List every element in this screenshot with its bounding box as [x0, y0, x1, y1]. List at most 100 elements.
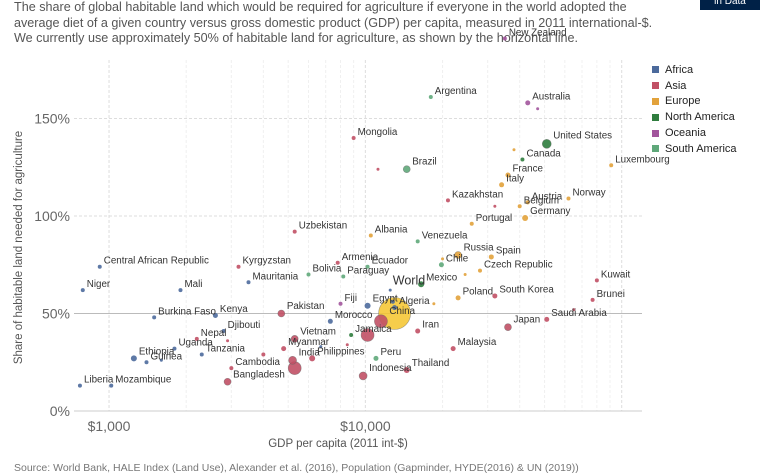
legend-label: South America	[665, 142, 737, 155]
legend-label: North America	[665, 111, 735, 124]
data-point	[226, 339, 230, 343]
data-point	[281, 346, 287, 352]
data-point	[505, 172, 511, 178]
data-point	[290, 335, 299, 343]
point-label: Iran	[422, 320, 439, 331]
data-point	[609, 163, 614, 168]
data-point	[358, 371, 368, 381]
point-label: Mongolia	[358, 127, 398, 138]
point-label: Myanmar	[288, 337, 330, 348]
chart-subtitle: The share of global habitable land which…	[14, 0, 704, 47]
point-label: Malaysia	[458, 337, 497, 348]
point-label: Canada	[526, 148, 561, 159]
point-label: Thailand	[412, 358, 450, 369]
legend-swatch	[652, 66, 659, 74]
data-point	[80, 288, 85, 293]
legend-label: Oceania	[665, 127, 706, 140]
legend-item[interactable]: Europe	[652, 94, 737, 110]
legend-item[interactable]: North America	[652, 109, 737, 125]
point-label: Albania	[375, 225, 408, 236]
point-label: Brazil	[412, 157, 437, 168]
point-label: Czech Republic	[484, 260, 553, 271]
legend-item[interactable]: Africa	[652, 62, 737, 78]
data-point	[392, 305, 398, 311]
data-point	[212, 312, 218, 318]
legend-item[interactable]: South America	[652, 141, 737, 157]
owid-logo[interactable]: in Data	[700, 0, 760, 10]
y-tick-label: 150%	[34, 111, 70, 127]
data-point	[493, 204, 497, 208]
point-label: France	[512, 164, 543, 175]
data-point	[130, 355, 137, 362]
point-label: India	[299, 347, 321, 358]
data-point	[525, 100, 531, 106]
chart-point-labels: New Zealand Argentina Australia Mongolia Uni…	[84, 28, 670, 386]
point-label: Luxembourg	[615, 154, 669, 165]
data-point	[504, 323, 512, 331]
data-point	[236, 264, 241, 269]
point-label: Germany	[530, 206, 570, 217]
point-label: Japan	[513, 315, 540, 326]
point-label: Italy	[506, 173, 524, 184]
subtitle-line-1: The share of global habitable land which…	[14, 0, 627, 14]
chart-points	[77, 36, 614, 388]
chart-source[interactable]: Source: World Bank, HALE Index (Land Use…	[14, 462, 579, 474]
legend-label: Europe	[665, 95, 701, 108]
legend-swatch	[652, 82, 659, 90]
point-label: Portugal	[476, 213, 512, 224]
data-point	[374, 314, 388, 329]
data-point	[261, 352, 266, 357]
point-label: Paraguay	[347, 265, 389, 276]
data-point	[349, 332, 354, 337]
data-point	[525, 200, 530, 205]
point-label: Ecuador	[372, 256, 409, 267]
legend-label: Africa	[665, 63, 694, 76]
legend-swatch	[652, 145, 659, 153]
point-label: Ethiopia	[139, 346, 175, 357]
y-tick-label: 0%	[50, 403, 70, 419]
point-label: Kenya	[220, 304, 248, 315]
point-label: Guinea	[150, 351, 182, 362]
point-label: Central African Republic	[104, 256, 209, 267]
point-label: South Korea	[499, 284, 554, 295]
point-label: Armenia	[342, 252, 379, 263]
point-label: Egypt	[373, 294, 398, 305]
point-label: Mali	[184, 279, 202, 290]
point-label: Djibouti	[228, 320, 261, 331]
data-point	[488, 254, 494, 260]
point-label: Uganda	[178, 338, 213, 349]
data-point	[438, 262, 444, 268]
point-label: Morocco	[335, 310, 373, 321]
legend-item[interactable]: Asia	[652, 78, 737, 94]
data-point	[172, 346, 177, 351]
point-label: Peru	[380, 347, 401, 358]
data-point	[454, 251, 462, 259]
point-label: Mexico	[426, 272, 458, 283]
data-point	[544, 316, 550, 322]
point-label: Belgium	[524, 195, 559, 206]
data-point	[199, 352, 204, 357]
data-point	[159, 358, 163, 362]
data-point	[246, 280, 251, 285]
point-label: Jamaica	[355, 324, 392, 335]
data-point	[502, 36, 507, 41]
point-label: Spain	[496, 245, 521, 256]
x-tick-label: $1,000	[88, 418, 131, 434]
data-point	[335, 260, 340, 265]
data-point	[306, 272, 311, 277]
y-axis-label: Share of habitable land needed for agric…	[13, 131, 25, 364]
data-point	[455, 295, 461, 301]
y-tick-label: 100%	[34, 208, 70, 224]
legend-item[interactable]: Oceania	[652, 125, 737, 141]
data-point	[590, 297, 595, 302]
data-point	[229, 366, 234, 371]
data-point	[418, 281, 425, 288]
point-label: Poland	[463, 286, 494, 297]
data-point	[351, 136, 356, 140]
data-point	[499, 182, 505, 188]
data-point	[77, 383, 82, 388]
data-point	[469, 221, 474, 226]
point-label: Chile	[446, 253, 469, 264]
point-label: Kuwait	[601, 269, 631, 280]
